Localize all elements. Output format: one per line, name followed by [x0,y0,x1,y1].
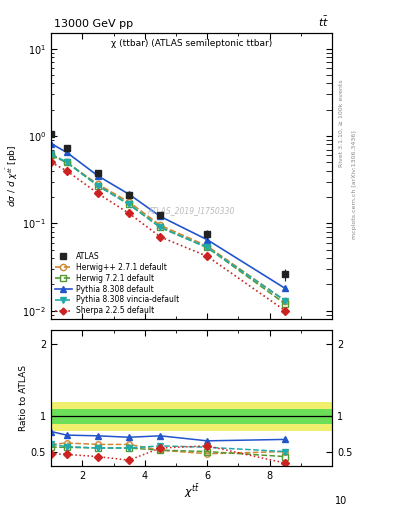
Text: 13000 GeV pp: 13000 GeV pp [54,19,133,29]
Y-axis label: Ratio to ATLAS: Ratio to ATLAS [19,365,28,431]
X-axis label: $\chi^{t\bar{t}}$: $\chi^{t\bar{t}}$ [184,482,200,500]
Legend: ATLAS, Herwig++ 2.7.1 default, Herwig 7.2.1 default, Pythia 8.308 default, Pythi: ATLAS, Herwig++ 2.7.1 default, Herwig 7.… [55,252,179,315]
Text: χ (ttbar) (ATLAS semileptonic ttbar): χ (ttbar) (ATLAS semileptonic ttbar) [111,39,272,48]
Text: 10: 10 [335,496,347,506]
Text: $t\bar{t}$: $t\bar{t}$ [318,15,329,29]
Text: mcplots.cern.ch [arXiv:1306.3436]: mcplots.cern.ch [arXiv:1306.3436] [352,130,357,239]
Text: Rivet 3.1.10, ≥ 100k events: Rivet 3.1.10, ≥ 100k events [339,79,344,167]
Y-axis label: $d\sigma$ / $d$ $\chi^{t\bar{t}}$ [pb]: $d\sigma$ / $d$ $\chi^{t\bar{t}}$ [pb] [4,145,20,207]
Text: ATLAS_2019_I1750330: ATLAS_2019_I1750330 [148,206,235,215]
